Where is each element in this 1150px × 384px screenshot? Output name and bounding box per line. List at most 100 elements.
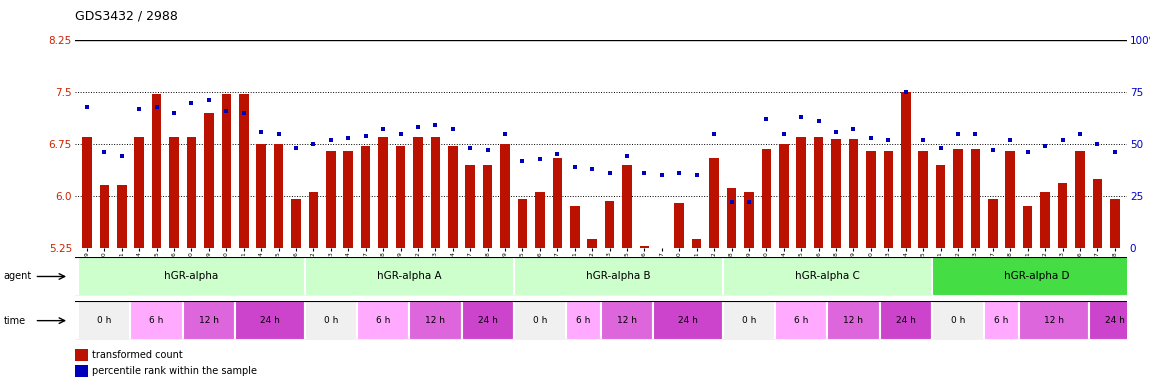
Point [566,164,584,170]
Point [810,118,828,124]
Bar [953,149,963,248]
Point [305,141,323,147]
Bar [1019,301,1089,340]
Bar [814,137,823,248]
Bar [82,137,92,248]
Bar [622,165,631,248]
Bar [413,137,423,248]
Bar [761,149,772,248]
Point [949,131,967,137]
Point [1088,141,1106,147]
Point [844,126,862,132]
Bar [552,158,562,248]
Text: 24 h: 24 h [260,316,279,325]
Bar [723,257,932,296]
Text: 24 h: 24 h [477,316,498,325]
Text: 6 h: 6 h [576,316,591,325]
Point [286,145,305,151]
Point [670,170,689,176]
Bar [932,257,1141,296]
Point [914,137,933,143]
Bar [1110,199,1120,248]
Point [427,122,445,128]
Point [95,149,114,156]
Point [408,124,427,131]
Bar [169,137,179,248]
Bar [409,301,461,340]
Text: GDS3432 / 2988: GDS3432 / 2988 [75,10,177,23]
Point [217,108,236,114]
Bar [305,301,356,340]
Bar [883,151,894,248]
Bar [639,246,650,248]
Bar [78,301,130,340]
Bar [204,113,214,248]
Point [113,153,131,159]
Text: hGR-alpha C: hGR-alpha C [795,271,860,281]
Bar [186,137,197,248]
Point [356,132,375,139]
Text: 0 h: 0 h [951,316,965,325]
Text: 24 h: 24 h [896,316,915,325]
Point [653,172,672,178]
Bar [570,206,580,248]
Point [496,131,514,137]
Point [130,106,148,112]
Point [1071,131,1089,137]
Bar [75,349,87,361]
Bar [1005,151,1015,248]
Bar [483,165,492,248]
Point [739,199,758,205]
Text: agent: agent [3,271,32,281]
Point [1105,149,1124,156]
Text: 24 h: 24 h [1105,316,1125,325]
Bar [461,301,514,340]
Point [478,147,497,153]
Point [549,151,567,157]
Bar [1089,301,1141,340]
Bar [600,301,653,340]
Point [635,170,653,176]
Text: 0 h: 0 h [323,316,338,325]
Point [200,98,218,104]
Bar [535,192,545,248]
Text: 12 h: 12 h [618,316,637,325]
Bar [1041,192,1050,248]
Bar [1092,179,1102,248]
Text: 6 h: 6 h [376,316,390,325]
Bar [710,158,719,248]
Text: 12 h: 12 h [199,316,218,325]
Bar [797,137,806,248]
Bar [305,257,514,296]
Bar [1058,184,1067,248]
Text: 12 h: 12 h [843,316,864,325]
Point [792,114,811,120]
Point [722,199,741,205]
Text: hGR-alpha: hGR-alpha [164,271,218,281]
Bar [396,146,405,248]
Text: 6 h: 6 h [150,316,163,325]
Bar [936,165,945,248]
Text: 6 h: 6 h [793,316,808,325]
Bar [130,301,183,340]
Bar [448,146,458,248]
Point [827,129,845,135]
Point [1036,143,1055,149]
Point [461,145,480,151]
Point [966,131,984,137]
Point [164,110,183,116]
Bar [692,239,702,248]
Point [688,172,706,178]
Bar [274,144,283,248]
Point [1019,149,1037,156]
Point [861,135,880,141]
Point [618,153,636,159]
Text: 6 h: 6 h [995,316,1009,325]
Bar [605,201,614,248]
Bar [919,151,928,248]
Point [983,147,1002,153]
Bar [500,144,509,248]
Point [78,104,97,110]
Bar [466,165,475,248]
Bar [1075,151,1084,248]
